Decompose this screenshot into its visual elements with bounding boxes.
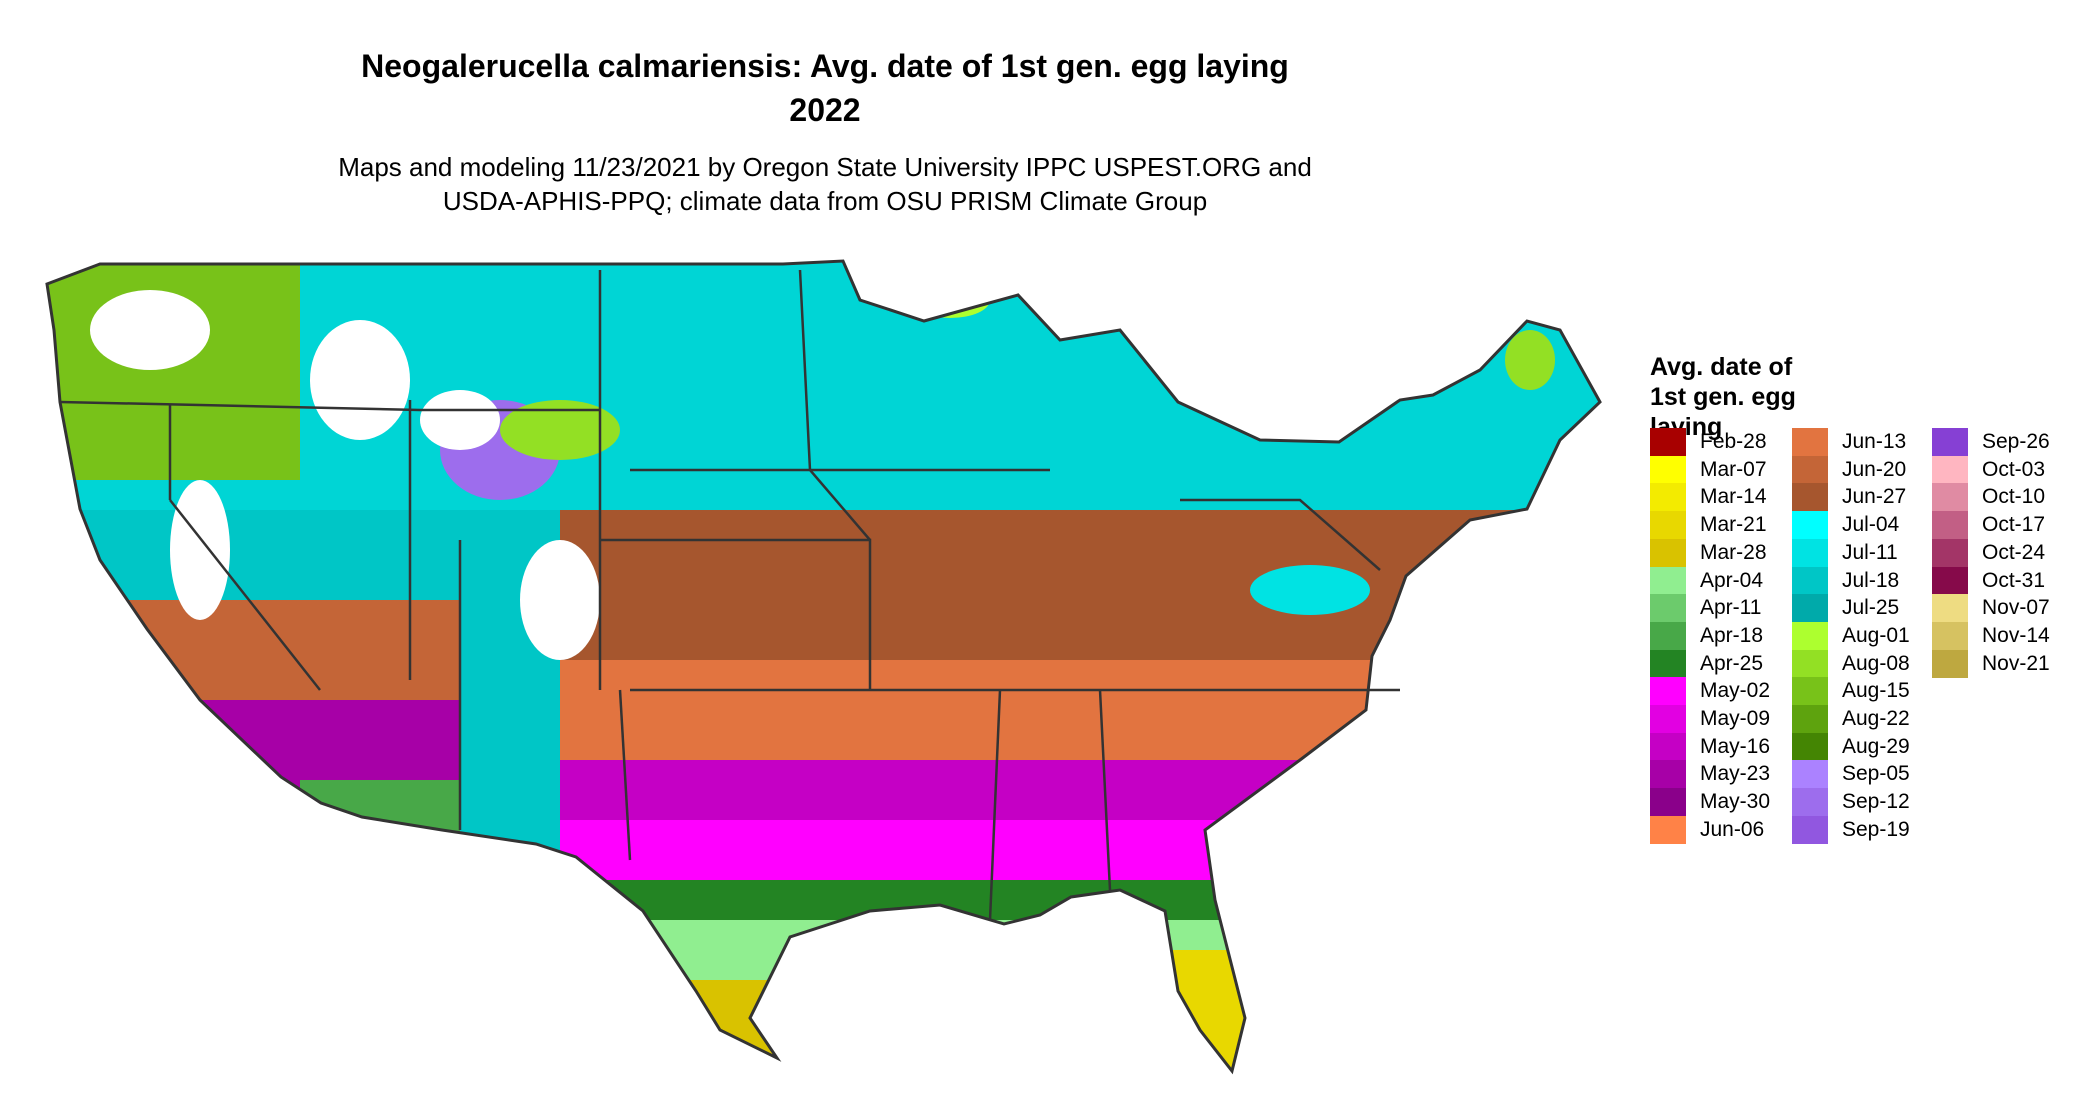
legend-swatch	[1650, 455, 1686, 484]
legend-swatch	[1650, 760, 1686, 789]
us-map	[45, 259, 1602, 1073]
legend-label: Sep-19	[1842, 817, 1910, 841]
legend-swatch	[1792, 621, 1828, 650]
legend-label: Mar-28	[1700, 540, 1767, 564]
legend-swatch	[1650, 815, 1686, 844]
subtitle-line1: Maps and modeling 11/23/2021 by Oregon S…	[338, 152, 1312, 182]
legend-swatch	[1792, 815, 1828, 844]
legend-label: May-30	[1700, 790, 1771, 814]
legend-label: Aug-29	[1842, 734, 1910, 758]
legend-label: Nov-14	[1982, 623, 2050, 647]
legend-label: Oct-24	[1982, 540, 2046, 564]
legend-label: Aug-01	[1842, 623, 1910, 647]
legend-label: May-16	[1700, 734, 1771, 758]
legend-label: Apr-25	[1700, 651, 1764, 675]
legend-swatch	[1650, 483, 1686, 512]
legend-swatch	[1792, 566, 1828, 595]
legend-swatch	[1932, 649, 1968, 678]
legend-label: Apr-11	[1700, 596, 1762, 620]
legend-swatch	[1650, 621, 1686, 650]
legend-label: Apr-04	[1700, 568, 1764, 592]
legend-label: Jun-13	[1842, 430, 1907, 453]
legend-swatch	[1792, 511, 1828, 540]
legend-label: Jun-20	[1842, 457, 1907, 481]
legend-swatch	[1932, 455, 1968, 484]
legend-title: Avg. date of 1st gen. egg laying	[1650, 352, 1796, 442]
legend-swatch	[1792, 788, 1828, 817]
legend-label: Mar-21	[1700, 513, 1767, 537]
legend-swatch	[1650, 732, 1686, 761]
legend-label: Mar-14	[1700, 485, 1767, 509]
legend-label: Nov-07	[1982, 596, 2050, 620]
legend-label: May-02	[1700, 679, 1771, 703]
legend-swatch	[1792, 455, 1828, 484]
legend-swatch	[1932, 428, 1968, 456]
legend-swatch	[1650, 566, 1686, 595]
legend-swatch	[1932, 621, 1968, 650]
legend-swatch	[1650, 705, 1686, 733]
legend-label: Apr-18	[1700, 623, 1764, 647]
legend-swatch	[1932, 538, 1968, 567]
legend-label: Oct-03	[1982, 457, 2046, 481]
legend-label: Mar-07	[1700, 457, 1767, 481]
legend-swatch	[1650, 511, 1686, 540]
legend-swatch	[1650, 594, 1686, 623]
legend-swatch	[1932, 566, 1968, 595]
legend-title-line: 1st gen. egg	[1650, 383, 1796, 411]
legend-swatch	[1792, 538, 1828, 567]
legend-label: May-23	[1700, 762, 1771, 786]
legend-swatch	[1650, 677, 1686, 706]
legend-label: Sep-05	[1842, 762, 1910, 786]
subtitle-line2: USDA-APHIS-PPQ; climate data from OSU PR…	[442, 186, 1208, 216]
legend-label: Jun-27	[1842, 485, 1907, 509]
legend-swatch	[1792, 594, 1828, 623]
legend-swatch	[1932, 511, 1968, 540]
legend-swatch	[1650, 649, 1686, 678]
legend-title-line: Avg. date of	[1650, 353, 1793, 381]
legend-swatch	[1792, 649, 1828, 678]
legend-swatch	[1792, 483, 1828, 512]
legend-label: Aug-15	[1842, 679, 1910, 703]
legend-label: Aug-22	[1842, 707, 1910, 730]
legend-swatch	[1650, 538, 1686, 567]
legend-label: Jul-04	[1842, 513, 1900, 537]
legend-label: Oct-31	[1982, 568, 2046, 592]
legend-swatch	[1792, 705, 1828, 733]
legend-swatch	[1932, 594, 1968, 623]
legend-label: Oct-10	[1982, 485, 2046, 509]
legend-label: Nov-21	[1982, 651, 2050, 675]
legend-label: Jul-25	[1842, 596, 1900, 620]
legend-label: Sep-12	[1842, 790, 1910, 814]
map-title-year: 2022	[789, 92, 861, 128]
legend-label: Jul-18	[1842, 568, 1900, 592]
legend-swatch	[1650, 788, 1686, 817]
legend-swatch	[1932, 483, 1968, 512]
legend-label: Sep-26	[1982, 430, 2050, 453]
legend-label: Oct-17	[1982, 513, 2046, 537]
legend-label: Jul-11	[1842, 540, 1898, 564]
legend-swatch	[1792, 760, 1828, 789]
legend-swatch	[1792, 677, 1828, 706]
legend-label: Aug-08	[1842, 651, 1910, 675]
map-title: Neogalerucella calmariensis: Avg. date o…	[361, 48, 1289, 84]
legend-label: Jun-06	[1700, 817, 1765, 841]
legend-swatch	[1792, 732, 1828, 761]
legend-swatch	[1792, 428, 1828, 456]
legend-swatch	[1650, 428, 1686, 456]
legend-label: Feb-28	[1700, 430, 1767, 453]
legend-label: May-09	[1700, 707, 1771, 730]
